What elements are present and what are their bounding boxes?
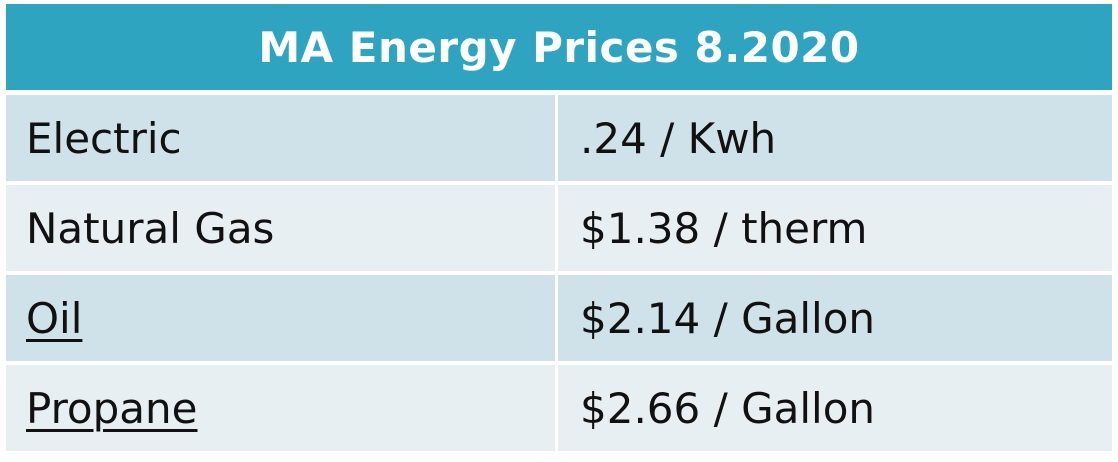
row-price-text: .24 / Kwh — [580, 113, 777, 163]
table-row: Propane $2.66 / Gallon — [6, 365, 1112, 451]
energy-prices-table: MA Energy Prices 8.2020 Electric .24 / K… — [6, 4, 1112, 456]
table-row: Oil $2.14 / Gallon — [6, 275, 1112, 361]
row-label-natural-gas: Natural Gas — [6, 185, 555, 271]
row-price-text: $1.38 / therm — [580, 203, 868, 253]
row-label-link-propane[interactable]: Propane — [26, 383, 198, 433]
row-price-text: $2.66 / Gallon — [580, 383, 876, 433]
row-label-text: Natural Gas — [26, 203, 275, 253]
row-price-electric: .24 / Kwh — [558, 95, 1112, 181]
row-label-electric: Electric — [6, 95, 555, 181]
table-row: Natural Gas $1.38 / therm — [6, 185, 1112, 271]
table-title: MA Energy Prices 8.2020 — [6, 4, 1112, 90]
row-price-oil: $2.14 / Gallon — [558, 275, 1112, 361]
row-label-link-oil[interactable]: Oil — [26, 293, 83, 343]
row-label-propane: Propane — [6, 365, 555, 451]
table-row: Electric .24 / Kwh — [6, 95, 1112, 181]
row-price-propane: $2.66 / Gallon — [558, 365, 1112, 451]
row-label-text: Electric — [26, 113, 182, 163]
row-price-natural-gas: $1.38 / therm — [558, 185, 1112, 271]
row-price-text: $2.14 / Gallon — [580, 293, 876, 343]
row-label-oil: Oil — [6, 275, 555, 361]
